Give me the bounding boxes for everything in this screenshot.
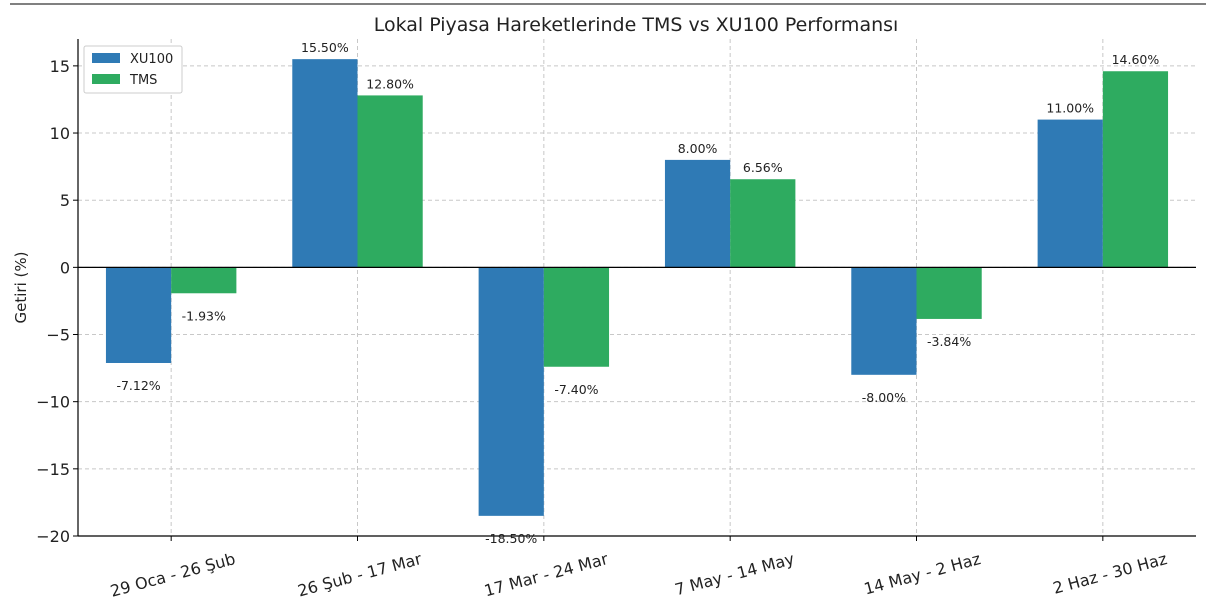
bar-tms (1102, 71, 1169, 268)
y-tick-label: −15 (36, 460, 70, 479)
x-tick-label: 26 Şub - 17 Mar (296, 549, 424, 600)
bar-tms (357, 95, 423, 268)
legend-swatch-tms (92, 74, 120, 84)
y-tick-label: 5 (60, 191, 70, 210)
x-tick-label: 7 May - 14 May (673, 549, 797, 599)
bar-xu100 (292, 59, 358, 268)
data-label: -1.93% (182, 308, 226, 323)
chart-title: Lokal Piyasa Hareketlerinde TMS vs XU100… (374, 14, 899, 36)
data-labels: -7.12% 15.50% -18.50% 8.00% -8.00% 11.00% -1.9… (116, 40, 1159, 546)
bar-xu100 (664, 159, 731, 268)
bar-xu100 (851, 267, 917, 375)
data-label: 15.50% (301, 40, 349, 55)
bar-tms (730, 179, 796, 268)
grid-lines (78, 39, 1196, 537)
data-label: 8.00% (678, 141, 718, 156)
x-tick-label: 29 Oca - 26 Şub (108, 549, 237, 601)
bar-tms (171, 267, 237, 294)
bar-xu100 (1037, 119, 1103, 268)
data-label: -7.40% (554, 382, 598, 397)
data-label: -7.12% (116, 378, 160, 393)
data-label: 12.80% (366, 76, 414, 91)
bar-tms (543, 267, 610, 367)
legend-label-tms: TMS (129, 73, 157, 88)
y-tick-label: 10 (50, 124, 70, 143)
legend: XU100 TMS (83, 45, 183, 94)
y-tick-label: −5 (46, 326, 70, 345)
legend-label-xu100: XU100 (130, 52, 173, 67)
bars (105, 59, 1169, 516)
x-tick-label: 2 Haz - 30 Haz (1051, 549, 1169, 598)
axes (77, 39, 1196, 537)
legend-swatch-xu100 (92, 53, 120, 63)
data-label: 11.00% (1046, 101, 1094, 116)
bar-xu100 (478, 267, 544, 516)
y-tick-label: 15 (50, 57, 70, 76)
x-tick-label: 14 May - 2 Haz (862, 549, 983, 598)
bar-xu100 (105, 267, 172, 363)
bar-tms (916, 267, 982, 319)
data-label: 14.60% (1112, 52, 1160, 67)
y-tick-label: 0 (60, 258, 70, 277)
data-label: -18.50% (485, 531, 537, 546)
data-label: -8.00% (862, 390, 906, 405)
x-tick-labels: 29 Oca - 26 Şub 26 Şub - 17 Mar 17 Mar - 2… (108, 536, 1169, 601)
y-tick-label: −20 (36, 527, 70, 546)
y-axis-label: Getiri (%) (12, 252, 30, 324)
y-tick-label: −10 (36, 393, 70, 412)
data-label: 6.56% (743, 160, 783, 175)
x-tick-label: 17 Mar - 24 Mar (482, 549, 610, 600)
data-label: -3.84% (927, 334, 971, 349)
y-tick-labels: −20 −15 −10 −5 0 5 10 15 (36, 57, 78, 546)
